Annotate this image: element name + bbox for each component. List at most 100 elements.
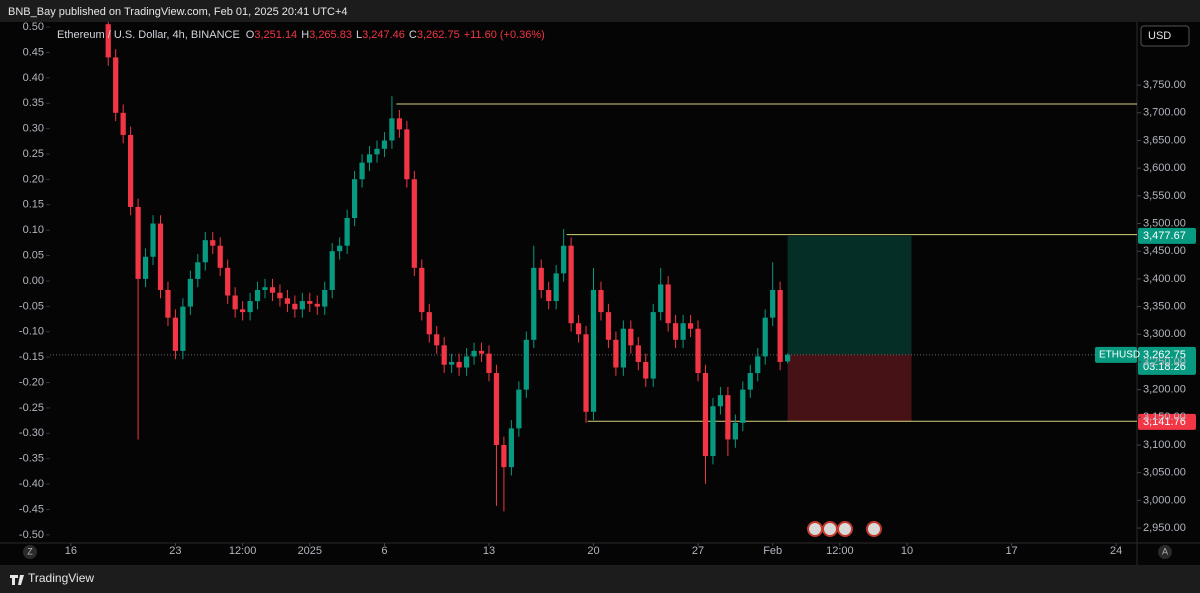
candle-body	[269, 287, 276, 293]
y2-tick-label: 0.35	[23, 97, 44, 109]
y-tick-label: 3,450.00	[1143, 245, 1186, 257]
x-tick-label: 2025	[298, 545, 322, 557]
candle-body	[613, 339, 619, 368]
candle-body	[426, 312, 432, 335]
candle-body	[441, 345, 447, 365]
candle-body	[650, 312, 656, 379]
x-tick-label: Feb	[763, 545, 782, 557]
y2-tick-label: 0.15	[23, 199, 44, 211]
candle-body	[277, 292, 283, 299]
x-tick-label: 12:00	[229, 545, 257, 557]
candle-body	[643, 361, 649, 379]
candle-body	[344, 217, 350, 246]
candle-body	[322, 289, 328, 307]
candle-body	[673, 323, 679, 340]
y-tick-label: 3,700.00	[1143, 107, 1186, 119]
x-tick-label: 20	[587, 545, 599, 557]
candle-body	[381, 140, 388, 149]
candle-body	[225, 267, 231, 296]
overlay: 3,477.673,263.613,141.763,262.7503:18:26…	[1095, 227, 1196, 430]
y-tick-label: 3,750.00	[1143, 79, 1186, 91]
y2-tick-label: -0.25	[19, 402, 44, 414]
y2-tick-label: 0.50	[23, 21, 44, 33]
candle-body	[695, 328, 701, 374]
candle-body	[777, 289, 783, 362]
y-tick-label: 3,400.00	[1143, 273, 1186, 285]
candle-body	[351, 179, 358, 218]
candle-body	[389, 118, 395, 141]
y2-tick-label: 0.45	[23, 46, 44, 58]
stop-loss-label-box	[1138, 413, 1196, 430]
chart-legend: Ethereum / U.S. Dollar, 4h, BINANCE O3,25…	[57, 29, 545, 41]
auto-button[interactable]	[1158, 545, 1172, 559]
candle-body	[396, 118, 403, 130]
candle-body	[142, 256, 149, 279]
zoom-button[interactable]	[23, 545, 37, 559]
candle-body	[456, 361, 462, 368]
candle-body	[605, 312, 612, 340]
candle-body	[658, 284, 664, 313]
candle-body	[419, 267, 425, 313]
y2-tick-label: 0.30	[23, 123, 44, 135]
last-price-box	[1138, 346, 1196, 375]
y2-tick-label: -0.20	[19, 376, 44, 388]
candle-body	[546, 289, 552, 302]
candle-body	[202, 240, 208, 263]
y2-tick-label: 0.00	[23, 275, 44, 287]
y2-tick-label: -0.45	[19, 503, 44, 515]
y-tick-label: 3,150.00	[1143, 411, 1186, 423]
candle-body	[740, 389, 746, 423]
candle-body	[329, 251, 335, 290]
candle-body	[337, 245, 343, 252]
candle-body	[590, 289, 597, 412]
symbol-box	[1095, 346, 1137, 363]
y2-tick-label: 0.20	[23, 173, 44, 185]
candle-body	[665, 284, 671, 324]
legend-key: C	[409, 29, 417, 41]
chart-title: Ethereum / U.S. Dollar, 4h, BINANCE	[57, 29, 240, 41]
candle-body	[553, 273, 559, 302]
candle-body	[232, 295, 238, 310]
candle-body	[262, 287, 268, 290]
y-tick-label: 3,200.00	[1143, 384, 1186, 396]
y-tick-label: 3,650.00	[1143, 134, 1186, 146]
y-tick-label: 3,550.00	[1143, 190, 1186, 202]
top-bar	[0, 0, 1200, 22]
candle-body	[411, 179, 417, 268]
x-tick-label: 17	[1005, 545, 1017, 557]
candle-body	[366, 154, 373, 163]
candle-body	[471, 350, 477, 357]
y-tick-label: 3,350.00	[1143, 300, 1186, 312]
candle-body	[635, 345, 641, 362]
y2-tick-label: -0.40	[19, 478, 44, 490]
y-tick-label: 3,500.00	[1143, 217, 1186, 229]
candle-body	[583, 334, 589, 412]
candle-body	[687, 323, 694, 329]
candle-body	[434, 334, 440, 346]
candle-body	[747, 373, 753, 390]
candle-body	[299, 301, 305, 310]
countdown: 03:18:26	[1143, 361, 1186, 373]
currency-button[interactable]	[1140, 25, 1190, 47]
candle-body	[150, 223, 156, 257]
candle-body	[449, 361, 455, 365]
take-profit-label-box	[1138, 227, 1196, 244]
candle-body	[598, 289, 604, 313]
y-tick-label: 3,000.00	[1143, 494, 1186, 506]
candle-body	[128, 134, 134, 207]
candle-body	[702, 373, 709, 457]
candle-body	[508, 428, 514, 468]
x-tick-label: 23	[169, 545, 181, 557]
symbol: ETHUSD	[1099, 350, 1140, 361]
candle-body	[770, 289, 776, 318]
legend-change: +11.60 (+0.36%)	[464, 29, 545, 41]
legend-key: H	[301, 29, 309, 41]
bottom-bar	[0, 565, 1200, 593]
x-tick-label: 27	[692, 545, 704, 557]
take-profit-label: 3,477.67	[1143, 230, 1186, 242]
y2-tick-label: 0.10	[23, 224, 44, 236]
candle-body	[135, 206, 141, 279]
take-profit-zone	[787, 235, 912, 355]
candle-body	[374, 148, 380, 155]
